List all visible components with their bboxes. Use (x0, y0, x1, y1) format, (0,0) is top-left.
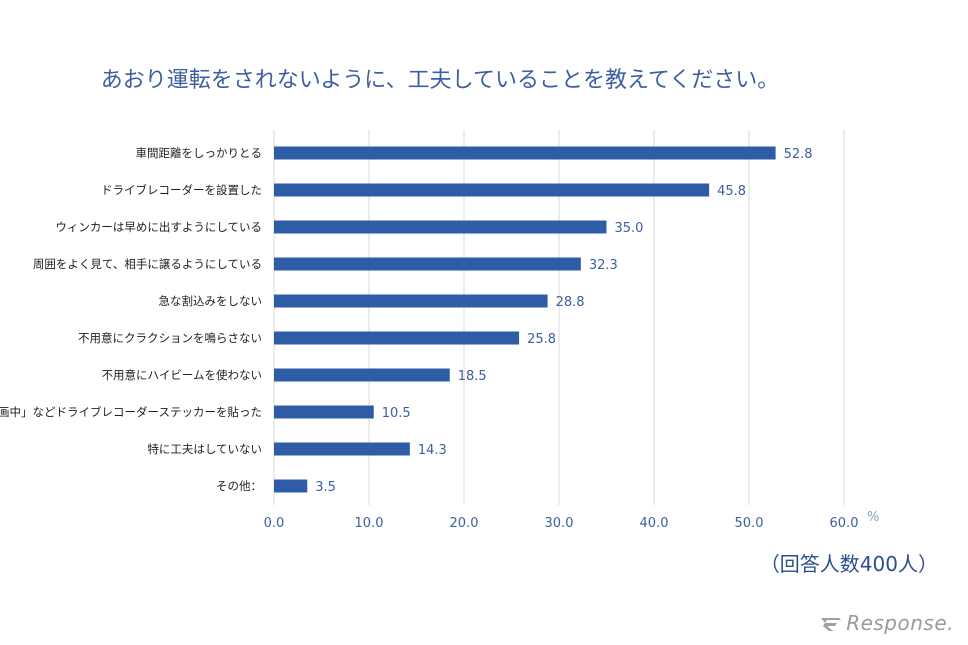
category-label: 「録画中」などドライブレコーダーステッカーを貼った (0, 405, 262, 419)
x-tick-label: 30.0 (545, 516, 574, 531)
value-labels: 52.8 45.8 35.0 32.3 28.8 25.8 18.5 10.5 14.3 3.5 (315, 147, 812, 495)
bar (274, 220, 607, 234)
x-tick-label: 0.0 (264, 516, 285, 531)
category-labels: 車間距離をしっかりとるドライブレコーダーを設置したウィンカーは早めに出すようにし… (0, 146, 262, 493)
bar (274, 257, 581, 271)
respondents-note: （回答人数400人） (759, 552, 938, 576)
category-label: その他： (216, 479, 262, 493)
x-tick-label: 60.0 (830, 516, 859, 531)
category-label: ウィンカーは早めに出すようにしている (55, 220, 262, 234)
response-logo: Response. (819, 611, 954, 635)
bar (274, 442, 410, 456)
value-label: 52.8 (784, 147, 813, 162)
category-label: 周囲をよく見て、相手に譲るようにしている (33, 257, 262, 271)
axis-unit-label: % (867, 510, 880, 525)
value-label: 3.5 (315, 480, 336, 495)
category-label: 車間距離をしっかりとる (136, 146, 263, 160)
value-label: 10.5 (382, 406, 411, 421)
x-tick-label: 20.0 (450, 516, 479, 531)
category-label: 急な割込みをしない (159, 294, 263, 308)
x-tick-label: 50.0 (735, 516, 764, 531)
bar (274, 479, 308, 493)
value-label: 32.3 (589, 258, 618, 273)
value-label: 45.8 (717, 184, 746, 199)
bar (274, 183, 710, 197)
bar (274, 146, 776, 160)
x-axis-ticks: 0.0 10.0 20.0 30.0 40.0 50.0 60.0 (264, 516, 859, 531)
bar (274, 331, 520, 345)
bar (274, 294, 548, 308)
chart-title: あおり運転をされないように、工夫していることを教えてください。 (100, 68, 780, 93)
category-label: 特に工夫はしていない (147, 442, 262, 456)
response-logo-text: Response. (846, 611, 954, 635)
bars (274, 146, 776, 493)
value-label: 35.0 (615, 221, 644, 236)
value-label: 28.8 (556, 295, 585, 310)
category-label: 不用意にクラクションを鳴らさない (78, 331, 262, 345)
category-label: 不用意にハイビームを使わない (102, 368, 262, 382)
bar (274, 405, 374, 419)
value-label: 18.5 (458, 369, 487, 384)
value-label: 14.3 (418, 443, 447, 458)
x-tick-label: 10.0 (355, 516, 384, 531)
x-tick-label: 40.0 (640, 516, 669, 531)
value-label: 25.8 (527, 332, 556, 347)
bar (274, 368, 450, 382)
category-label: ドライブレコーダーを設置した (101, 183, 262, 197)
response-logo-mark-icon (821, 618, 842, 631)
